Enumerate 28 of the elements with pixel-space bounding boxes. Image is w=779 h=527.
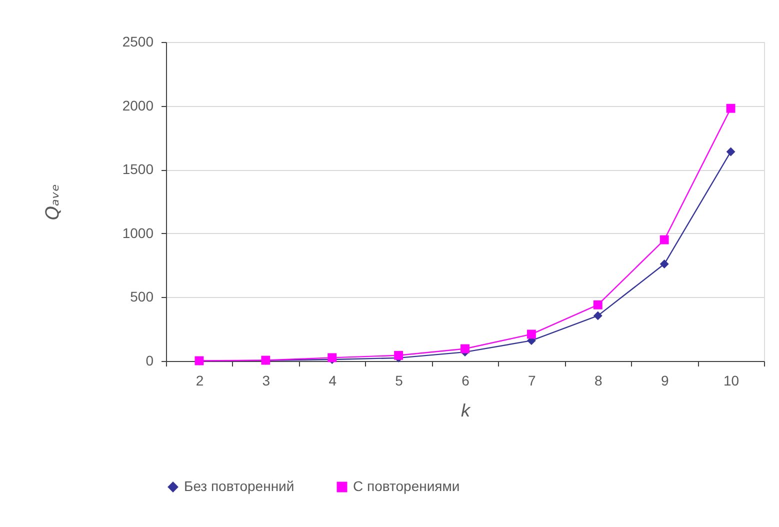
point <box>593 300 602 310</box>
x-tick-label: 4 <box>328 372 337 388</box>
point <box>394 350 404 360</box>
x-tick-label: 8 <box>594 372 602 388</box>
x-tick-label: 5 <box>395 372 404 388</box>
y-tick-label: 1000 <box>122 224 154 241</box>
point <box>660 235 669 244</box>
y-tick-label: 2000 <box>122 97 154 114</box>
x-tick-label: 7 <box>528 372 536 388</box>
x-tick-label: 10 <box>723 372 740 388</box>
point <box>593 311 602 320</box>
y-tick-label: 0 <box>146 352 154 368</box>
legend-label: С повторениями <box>353 478 460 494</box>
x-tick-label: 6 <box>462 372 470 388</box>
x-tick-label: 9 <box>660 372 669 388</box>
point <box>726 147 736 156</box>
point <box>660 260 669 268</box>
y-tick-label: 1500 <box>122 161 154 178</box>
x-tick-label: 3 <box>262 372 270 388</box>
x-axis-title: k <box>461 400 471 420</box>
x-tick-label: 2 <box>196 372 204 388</box>
point <box>726 104 736 113</box>
point <box>460 344 470 354</box>
legend-label: Без повторенний <box>184 478 294 494</box>
y-tick-label: 2500 <box>122 34 154 50</box>
y-axis-title: Qₐᵥₑ <box>42 184 64 220</box>
y-tick-label: 500 <box>130 288 154 305</box>
point <box>526 330 536 339</box>
